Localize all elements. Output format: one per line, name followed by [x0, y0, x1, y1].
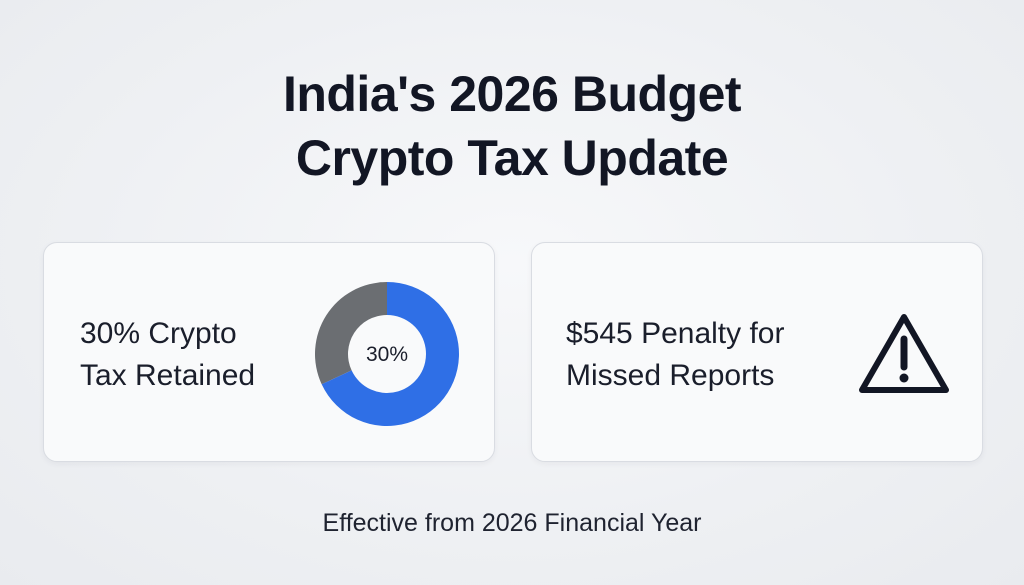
title-line-2: Crypto Tax Update [295, 130, 729, 186]
donut-center-label: 30% [366, 343, 408, 366]
crypto-tax-line-1: 30% Crypto [80, 317, 237, 350]
penalty-line-2: Missed Reports [566, 359, 775, 392]
warning-triangle-icon [859, 314, 949, 393]
penalty-line-1: $545 Penalty for [566, 317, 785, 350]
penalty-text: $545 Penalty for Missed Reports [566, 313, 784, 397]
page-title: India's 2026 Budget Crypto Tax Update [0, 62, 1024, 190]
effective-date-note: Effective from 2026 Financial Year [322, 509, 702, 537]
crypto-tax-card: 30% Crypto Tax Retained 30% [43, 242, 495, 462]
crypto-tax-line-2: Tax Retained [80, 359, 256, 392]
donut-highlight-segment [321, 282, 459, 426]
crypto-tax-text: 30% Crypto Tax Retained [80, 313, 255, 397]
penalty-card: $545 Penalty for Missed Reports [531, 242, 983, 462]
title-line-1: India's 2026 Budget [282, 66, 742, 122]
tax-donut-chart: 30% [315, 282, 459, 426]
donut-remainder-segment [315, 282, 387, 385]
